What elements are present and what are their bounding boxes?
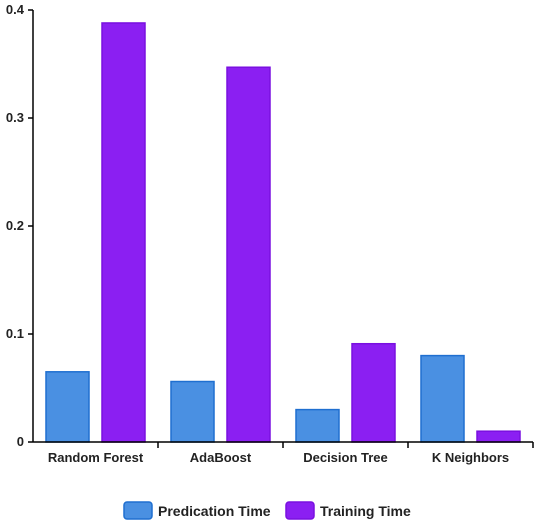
bar-training-time — [351, 342, 396, 443]
x-tick-label: K Neighbors — [432, 450, 509, 465]
legend-label: Training Time — [320, 503, 411, 519]
x-tick-label: Decision Tree — [303, 450, 388, 465]
bar-predication-time — [45, 371, 90, 443]
y-tick-label: 0 — [17, 434, 24, 449]
bar-training-time — [226, 66, 271, 443]
bar-training-time — [101, 22, 146, 443]
bar-predication-time — [170, 380, 215, 443]
legend-swatch — [285, 501, 315, 520]
bars-group — [45, 22, 521, 443]
bar-predication-time — [420, 354, 465, 443]
legend: Predication Time Training Time — [123, 501, 411, 520]
x-tick-label: Random Forest — [48, 450, 144, 465]
y-tick-label: 0.2 — [6, 218, 24, 233]
x-ticks-group: Random Forest AdaBoost Decision Tree K Neig… — [48, 442, 534, 465]
bar-training-time — [476, 430, 521, 443]
y-tick-label: 0.4 — [6, 2, 25, 17]
y-ticks-group: 0 0.1 0.2 0.3 0.4 — [6, 2, 33, 449]
legend-swatch — [123, 501, 153, 520]
bar-predication-time — [295, 408, 340, 443]
y-tick-label: 0.1 — [6, 326, 24, 341]
y-tick-label: 0.3 — [6, 110, 24, 125]
x-tick-label: AdaBoost — [190, 450, 252, 465]
legend-label: Predication Time — [158, 503, 271, 519]
